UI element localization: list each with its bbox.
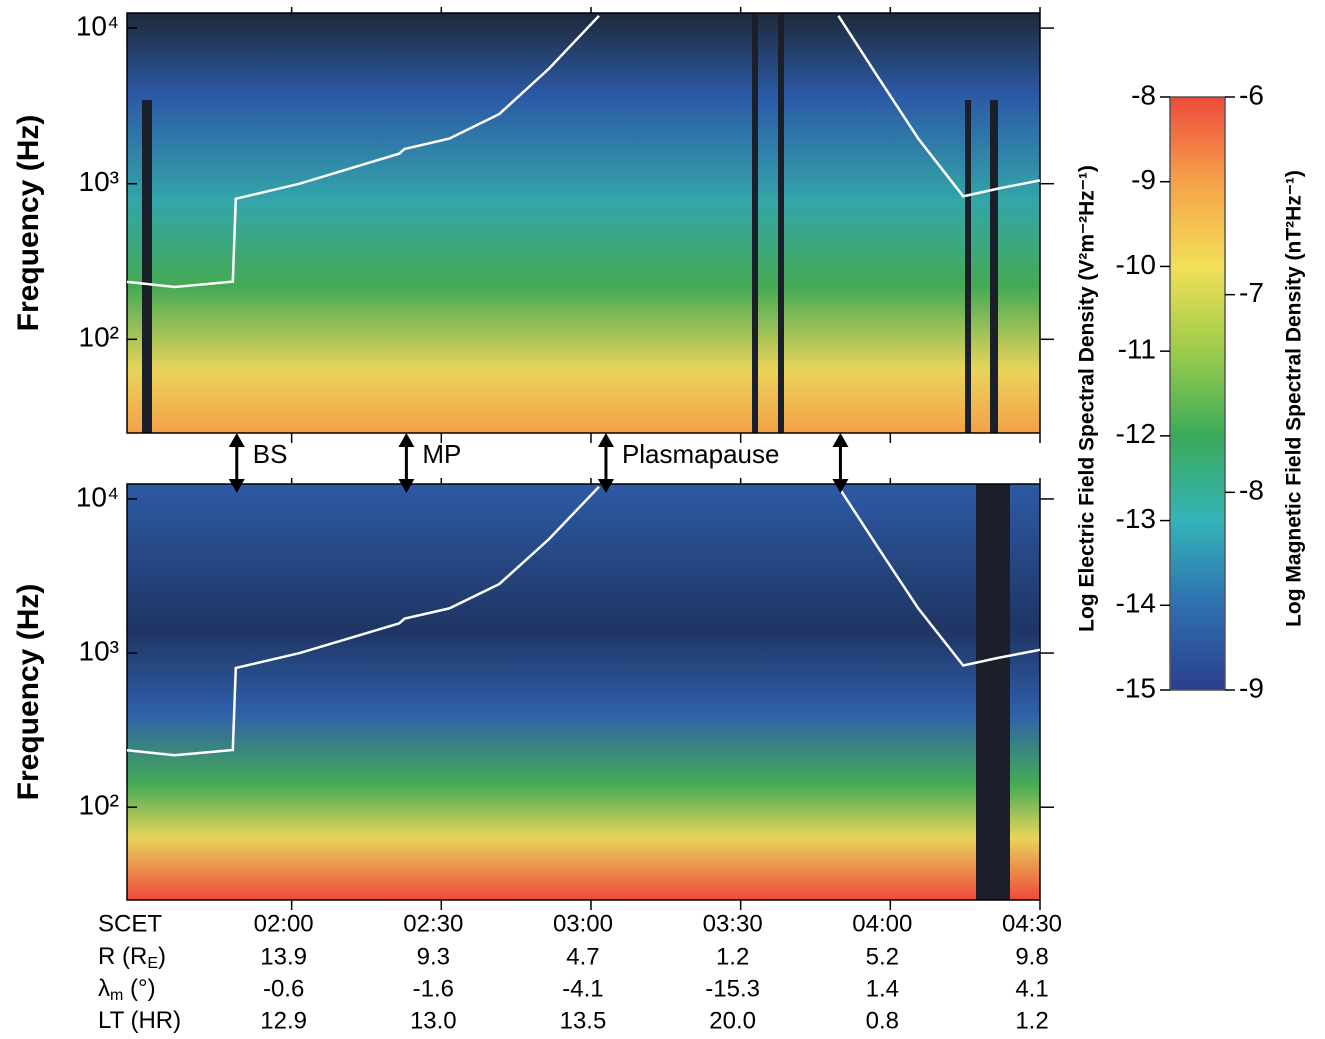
row-label-part: LT (HR) (98, 1007, 181, 1034)
table-cell: 13.9 (260, 943, 307, 970)
y-tick-label: 10⁴ (76, 481, 119, 512)
colorbar-tick-label: -7 (1239, 277, 1264, 308)
table-cell: 13.0 (410, 1007, 457, 1034)
table-cell: 12.9 (260, 1007, 307, 1034)
y-tick-label: 10³ (79, 635, 119, 666)
table-cell: 1.2 (716, 943, 749, 970)
table-cell: 4.7 (566, 943, 599, 970)
table-cell: -1.6 (413, 975, 454, 1002)
event-label: MP (422, 439, 461, 469)
table-cell: -15.3 (705, 975, 760, 1002)
colorbar-tick-label: -14 (1116, 588, 1156, 619)
panel-frame (126, 483, 1041, 901)
y-tick-label: 10² (79, 790, 119, 821)
table-cell: 9.3 (417, 943, 450, 970)
spectrogram-bottom (127, 484, 1040, 900)
y-axis-label: Frequency (Hz) (12, 115, 45, 332)
colorbar-tick-label: -15 (1116, 672, 1156, 703)
x-tick-label: 04:30 (1002, 910, 1062, 937)
row-label: R (RE) (98, 943, 166, 972)
spectrogram-top (127, 13, 1040, 433)
colorbar-tick-label: -10 (1116, 249, 1156, 280)
table-cell: -0.6 (263, 975, 304, 1002)
table-header: SCET (98, 910, 162, 937)
y-tick-label: 10³ (79, 166, 119, 197)
x-tick-label: 04:00 (852, 910, 912, 937)
table-cell: 5.2 (866, 943, 899, 970)
colorbar-tick-label: -13 (1116, 503, 1156, 534)
data-gaps (142, 13, 1010, 900)
row-label-part: ) (158, 943, 166, 970)
row-label-part: (°) (123, 975, 155, 1002)
panel-frame (126, 12, 1041, 434)
x-tick-label: 03:00 (553, 910, 613, 937)
event-arrow-head (228, 479, 245, 493)
table-cell: -4.1 (562, 975, 603, 1002)
table-cell: 0.8 (866, 1007, 899, 1034)
colorbar-tick-label: -8 (1131, 79, 1156, 110)
y-tick-label: 10⁴ (76, 10, 119, 41)
colorbar-tick-label: -9 (1239, 672, 1264, 703)
colorbar-tick-label: -11 (1118, 334, 1156, 365)
event-arrow-head (398, 479, 415, 493)
plasma-frequency-line (126, 14, 1041, 289)
colorbar-tick-label: -12 (1116, 418, 1156, 449)
colorbar-tick-label: -9 (1131, 164, 1156, 195)
x-tick-label: 03:30 (703, 910, 763, 937)
colorbar-label: Log Electric Field Spectral Density (V²m… (1076, 165, 1099, 632)
event-arrow-head (832, 479, 849, 493)
event-label: BS (253, 439, 288, 469)
plasma-frequency-line (126, 485, 1041, 757)
colorbar-tick-label: -6 (1239, 79, 1264, 110)
table-cell: 13.5 (560, 1007, 607, 1034)
colorbar-tick-label: -8 (1239, 475, 1264, 506)
row-label-part: R (R (98, 943, 147, 970)
x-tick-label: 02:00 (254, 910, 314, 937)
table-cell: 1.2 (1015, 1007, 1048, 1034)
row-label: λm (°) (98, 975, 156, 1004)
event-arrow-head (597, 433, 614, 447)
y-tick-label: 10² (79, 322, 119, 353)
table-cell: 1.4 (866, 975, 899, 1002)
event-arrow-head (832, 433, 849, 447)
table-cell: 4.1 (1015, 975, 1048, 1002)
row-label-part: λ (98, 975, 110, 1002)
x-tick-label: 02:30 (403, 910, 463, 937)
table-cell: 20.0 (709, 1007, 756, 1034)
event-arrow-head (228, 433, 245, 447)
row-label-part: E (147, 955, 158, 972)
y-axis-label: Frequency (Hz) (12, 584, 45, 801)
event-label: Plasmapause (622, 439, 780, 469)
row-label-part: m (110, 987, 123, 1004)
table-cell: 9.8 (1015, 943, 1048, 970)
colorbar-label: Log Magnetic Field Spectral Density (nT²… (1283, 170, 1306, 627)
colorbar (1169, 96, 1226, 691)
event-arrow-head (398, 433, 415, 447)
event-arrow-head (597, 479, 614, 493)
row-label: LT (HR) (98, 1007, 181, 1034)
